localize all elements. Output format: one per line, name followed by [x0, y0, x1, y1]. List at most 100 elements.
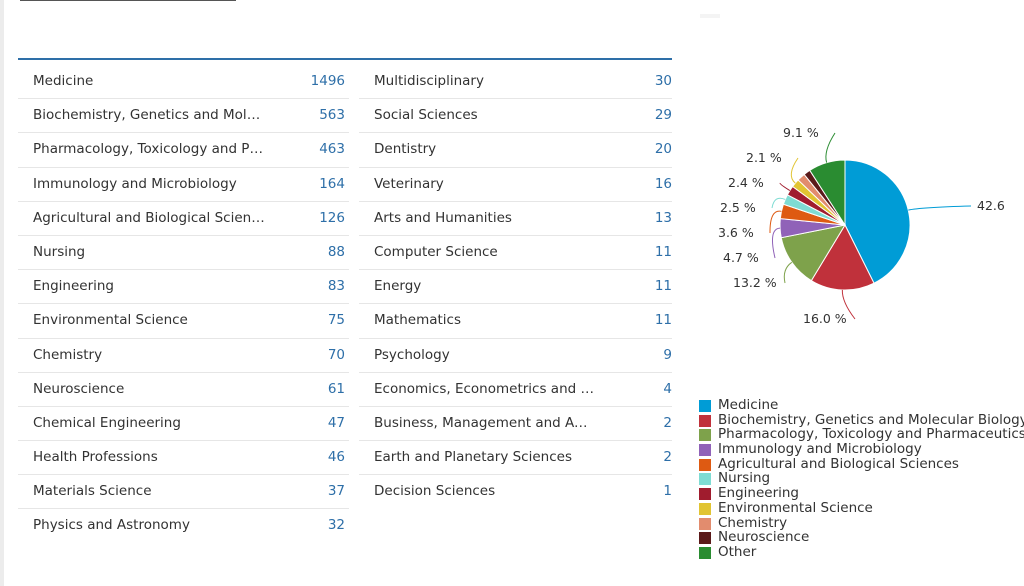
legend-item[interactable]: Neuroscience — [699, 530, 1019, 545]
subject-name[interactable]: Health Professions — [33, 449, 158, 466]
pie-legend: Medicine Biochemistry, Genetics and Molec… — [699, 398, 1024, 560]
subject-count[interactable]: 563 — [319, 107, 345, 124]
subject-name[interactable]: Multidisciplinary — [374, 73, 484, 89]
subject-row[interactable]: Chemical Engineering 47 — [18, 407, 349, 442]
subject-row[interactable]: Energy 11 — [359, 270, 672, 305]
legend-item[interactable]: Agricultural and Biological Sciences — [699, 456, 1019, 472]
subject-row[interactable]: Physics and Astronomy 32 — [18, 509, 349, 543]
subject-count[interactable]: 83 — [327, 278, 345, 295]
subject-count[interactable]: 2 — [663, 414, 672, 431]
subject-name[interactable]: Agricultural and Biological Sciences — [33, 209, 265, 226]
subject-name[interactable]: Economics, Econometrics and Fi... — [374, 380, 594, 397]
subject-count[interactable]: 61 — [327, 380, 345, 397]
legend-item[interactable]: Other — [699, 544, 1019, 560]
pie-connector-line — [769, 210, 782, 234]
subject-row[interactable]: Chemistry 70 — [18, 339, 349, 373]
legend-item[interactable]: Nursing — [699, 471, 1019, 486]
pie-data-label: 2.1 % — [746, 150, 782, 165]
subject-row[interactable]: Earth and Planetary Sciences 2 — [359, 441, 672, 476]
subject-count[interactable]: 30 — [654, 73, 672, 89]
pie-slice[interactable] — [809, 159, 846, 227]
subject-row[interactable]: Decision Sciences 1 — [359, 475, 672, 509]
subject-name[interactable]: Mathematics — [374, 312, 461, 329]
subject-row[interactable]: Psychology 9 — [359, 339, 672, 373]
subject-row[interactable]: Health Professions 46 — [18, 441, 349, 476]
subject-count[interactable]: 16 — [654, 175, 672, 192]
subject-row[interactable]: Materials Science 37 — [18, 475, 349, 510]
subject-count[interactable]: 126 — [319, 209, 345, 226]
subject-name[interactable]: Decision Sciences — [374, 483, 496, 500]
subject-name[interactable]: Medicine — [33, 73, 94, 89]
subject-count[interactable]: 47 — [327, 414, 345, 431]
subject-row[interactable]: Biochemistry, Genetics and Molec... 563 — [18, 99, 349, 134]
subject-row[interactable]: Agricultural and Biological Sciences 126 — [18, 202, 349, 236]
subject-name[interactable]: Materials Science — [33, 483, 152, 500]
subject-count[interactable]: 70 — [327, 346, 345, 363]
subject-name[interactable]: Psychology — [374, 346, 450, 363]
subject-row[interactable]: Multidisciplinary 30 — [359, 65, 672, 100]
subject-row[interactable]: Social Sciences 29 — [359, 99, 672, 134]
subject-name[interactable]: Immunology and Microbiology — [33, 175, 237, 192]
subject-name[interactable]: Arts and Humanities — [374, 209, 512, 226]
subject-count[interactable]: 9 — [663, 346, 672, 363]
subject-row[interactable]: Computer Science 11 — [359, 236, 672, 271]
subject-row[interactable]: Environmental Science 75 — [18, 304, 349, 339]
subject-name[interactable]: Chemical Engineering — [33, 414, 181, 431]
legend-item[interactable]: Pharmacology, Toxicology and Pharmaceuti… — [699, 427, 1024, 442]
legend-item[interactable]: Engineering — [699, 486, 1019, 501]
subject-row[interactable]: Mathematics 11 — [359, 304, 672, 339]
subject-name[interactable]: Chemistry — [33, 346, 103, 363]
pie-data-label: 16.0 % — [803, 311, 847, 326]
subject-count[interactable]: 32 — [327, 517, 345, 534]
subject-name[interactable]: Pharmacology, Toxicology and Phar... — [33, 141, 265, 158]
subject-count[interactable]: 164 — [319, 175, 345, 192]
subject-count[interactable]: 20 — [654, 141, 672, 158]
subject-count[interactable]: 1 — [663, 483, 672, 500]
subject-count[interactable]: 13 — [654, 209, 672, 226]
subject-row[interactable]: Engineering 83 — [18, 270, 349, 305]
subject-count[interactable]: 1496 — [310, 73, 345, 89]
subject-count[interactable]: 463 — [319, 141, 345, 158]
subject-count[interactable]: 4 — [663, 380, 672, 397]
pie-slice[interactable] — [780, 224, 847, 282]
subject-count[interactable]: 29 — [654, 107, 672, 124]
subject-name[interactable]: Neuroscience — [33, 380, 125, 397]
subject-count[interactable]: 37 — [327, 483, 345, 500]
subject-name[interactable]: Social Sciences — [374, 107, 478, 124]
subject-name[interactable]: Business, Management and Acco... — [374, 414, 594, 431]
subject-count[interactable]: 11 — [654, 243, 672, 260]
subject-row[interactable]: Immunology and Microbiology 164 — [18, 168, 349, 202]
subject-name[interactable]: Environmental Science — [33, 312, 188, 329]
subject-name[interactable]: Physics and Astronomy — [33, 517, 190, 534]
subject-row[interactable]: Dentistry 20 — [359, 133, 672, 168]
subject-count[interactable]: 46 — [327, 449, 345, 466]
legend-item[interactable]: Biochemistry, Genetics and Molecular Bio… — [699, 412, 1024, 428]
subject-count[interactable]: 11 — [654, 312, 672, 329]
subject-name[interactable]: Computer Science — [374, 243, 498, 260]
subject-row[interactable]: Veterinary 16 — [359, 168, 672, 202]
subject-count[interactable]: 88 — [327, 243, 345, 260]
subject-count[interactable]: 11 — [654, 278, 672, 295]
pie-data-label: 3.6 % — [718, 225, 754, 240]
legend-item[interactable]: Environmental Science — [699, 500, 1019, 516]
subject-row[interactable]: Neuroscience 61 — [18, 373, 349, 407]
subject-row[interactable]: Pharmacology, Toxicology and Phar... 463 — [18, 133, 349, 168]
subject-name[interactable]: Veterinary — [374, 175, 444, 192]
legend-item[interactable]: Immunology and Microbiology — [699, 442, 1019, 457]
subject-count[interactable]: 2 — [663, 449, 672, 466]
subject-name[interactable]: Nursing — [33, 243, 86, 260]
legend-item[interactable]: Medicine — [699, 398, 1019, 413]
subject-row[interactable]: Nursing 88 — [18, 236, 349, 271]
subject-row[interactable]: Arts and Humanities 13 — [359, 202, 672, 236]
legend-item[interactable]: Chemistry — [699, 515, 1019, 531]
subject-count[interactable]: 75 — [327, 312, 345, 329]
subject-name[interactable]: Dentistry — [374, 141, 437, 158]
subject-row[interactable]: Medicine 1496 — [18, 65, 349, 100]
subject-name[interactable]: Earth and Planetary Sciences — [374, 449, 572, 466]
subject-row[interactable]: Business, Management and Acco... 2 — [359, 407, 672, 442]
subject-row[interactable]: Economics, Econometrics and Fi... 4 — [359, 373, 672, 407]
pie-data-label: 9.1 % — [783, 125, 819, 140]
subject-name[interactable]: Energy — [374, 278, 422, 295]
subject-name[interactable]: Biochemistry, Genetics and Molec... — [33, 107, 265, 124]
subject-name[interactable]: Engineering — [33, 278, 114, 295]
